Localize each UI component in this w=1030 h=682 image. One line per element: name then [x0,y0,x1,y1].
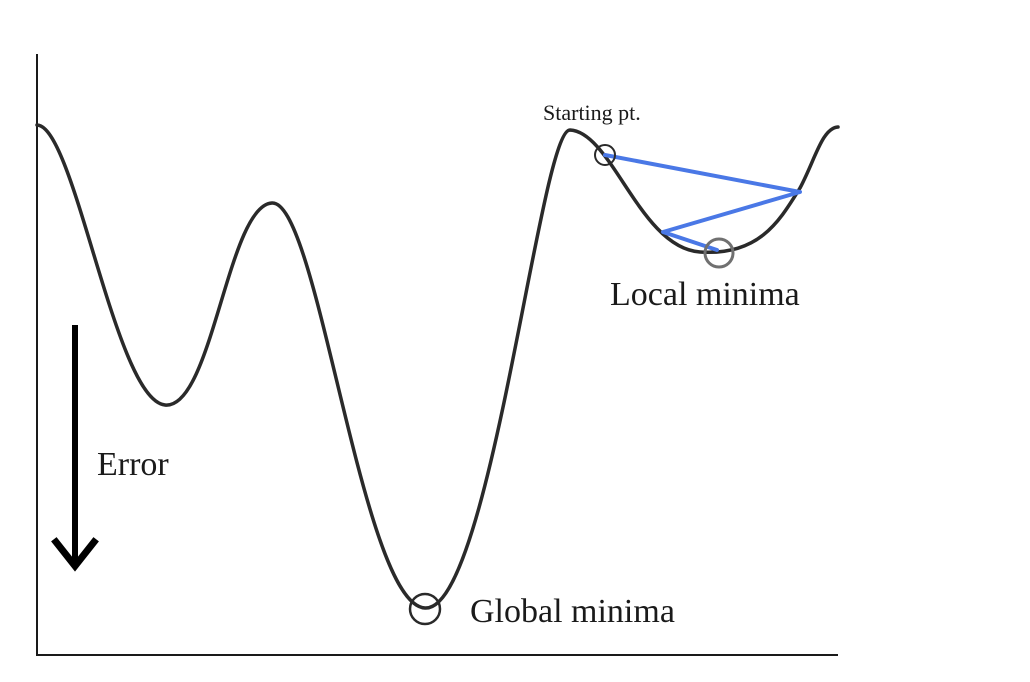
local-minima-label: Local minima [610,276,800,313]
starting-point-marker [594,144,616,166]
error-label: Error [97,446,169,483]
error-curve [35,123,840,610]
starting-point-label: Starting pt. [543,100,641,125]
local-minima-marker [703,237,735,269]
global-minima-label: Global minima [470,593,675,630]
global-minima-marker [408,592,442,626]
error-arrow-head [51,537,99,572]
descent-path [603,153,802,252]
